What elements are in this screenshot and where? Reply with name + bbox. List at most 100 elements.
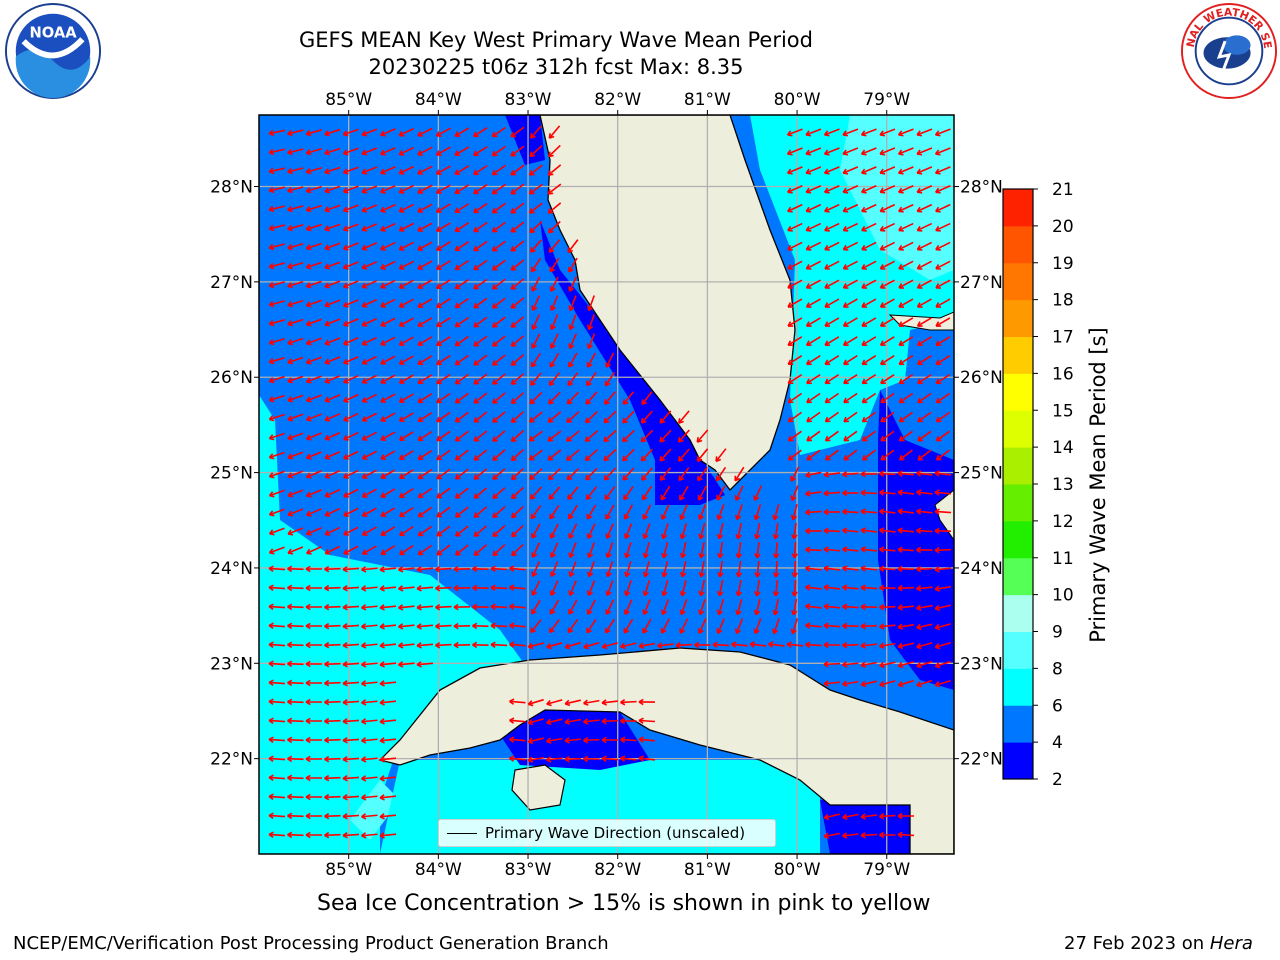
wave-arrow-head <box>416 623 422 630</box>
wave-arrow-head <box>287 358 293 365</box>
wave-arrow <box>287 299 304 307</box>
wave-arrow <box>565 641 581 649</box>
colorbar-segment <box>1003 410 1033 448</box>
wave-arrow-head <box>529 398 536 405</box>
wave-arrow <box>879 203 896 213</box>
wave-arrow-head <box>473 550 480 557</box>
wave-arrow-head <box>678 418 684 424</box>
wave-arrow <box>917 355 932 365</box>
wave-arrow <box>603 467 617 481</box>
wave-arrow <box>361 223 378 231</box>
wave-arrow-head <box>361 225 368 232</box>
wave-arrow-head <box>768 641 774 648</box>
wave-arrow-head <box>454 454 461 461</box>
wave-arrow-head <box>454 169 461 175</box>
wave-arrow-head <box>860 565 866 572</box>
wave-arrow-head <box>324 396 331 403</box>
wave-arrow <box>399 241 414 251</box>
wave-arrow <box>825 449 839 461</box>
wave-arrow-head <box>473 207 479 214</box>
wave-arrow-head <box>531 343 538 349</box>
wave-arrow-head <box>268 793 274 800</box>
wave-arrow-head <box>305 755 311 763</box>
wave-arrow <box>624 504 633 520</box>
wave-arrow-head <box>805 149 812 156</box>
wave-arrow-head <box>510 379 517 386</box>
wave-arrow-head <box>342 149 349 156</box>
wave-arrow <box>531 523 541 539</box>
wave-arrow-head <box>787 435 794 442</box>
wave-arrow <box>473 335 488 347</box>
wave-arrow-head <box>898 435 905 442</box>
wave-arrow-head <box>642 590 649 597</box>
wave-arrow-head <box>861 454 868 461</box>
wave-arrow <box>897 548 915 552</box>
wave-arrow <box>659 429 672 443</box>
wave-arrow <box>343 356 359 364</box>
wave-arrow <box>585 449 598 461</box>
wave-arrow <box>787 336 803 346</box>
wave-arrow <box>324 185 341 193</box>
wave-arrow-head <box>548 493 555 500</box>
wave-arrow-head <box>787 283 793 289</box>
wave-arrow-head <box>305 339 312 346</box>
wave-arrow <box>343 337 359 345</box>
wave-arrow-head <box>638 717 644 724</box>
wave-arrow <box>824 241 840 251</box>
wave-arrow-head <box>530 266 537 273</box>
wave-arrow-head <box>510 265 517 271</box>
wave-arrow <box>861 411 877 423</box>
wave-arrow <box>417 374 433 384</box>
wave-arrow-head <box>604 494 611 501</box>
wave-arrow <box>361 185 378 193</box>
wave-arrow-head <box>305 812 311 820</box>
wave-arrow <box>825 430 839 442</box>
wave-arrow-head <box>935 225 941 232</box>
wave-arrow-head <box>473 340 480 347</box>
wave-arrow-head <box>916 244 923 251</box>
wave-arrow <box>805 491 822 495</box>
wave-arrow-head <box>342 794 348 801</box>
wave-arrow <box>306 129 322 135</box>
wave-arrow-head <box>380 511 387 517</box>
wave-arrow-head <box>531 532 537 539</box>
wave-arrow <box>806 411 821 423</box>
wave-arrow-head <box>823 641 829 649</box>
wave-arrow-head <box>620 642 626 650</box>
wave-arrow-head <box>380 359 386 365</box>
wave-arrow-head <box>583 718 589 725</box>
wave-arrow-head <box>324 565 330 573</box>
wave-arrow <box>806 298 821 308</box>
wave-arrow <box>644 542 650 558</box>
wave-arrow <box>700 542 705 558</box>
wave-arrow-head <box>548 133 555 139</box>
wave-arrow-head <box>698 571 705 578</box>
wave-arrow-head <box>435 188 442 194</box>
wave-arrow <box>490 643 508 647</box>
wave-arrow <box>935 373 951 385</box>
wave-arrow-head <box>842 264 849 270</box>
wave-arrow-head <box>509 755 515 762</box>
wave-arrow <box>640 448 654 462</box>
wave-arrow <box>860 548 878 552</box>
wave-arrow-head <box>361 623 367 630</box>
wave-arrow <box>510 183 525 195</box>
wave-arrow-head <box>935 435 942 442</box>
wave-arrow-head <box>717 552 724 559</box>
wave-arrow <box>568 523 578 539</box>
svg-text:NOAA: NOAA <box>29 24 77 41</box>
wave-arrow-head <box>824 244 830 251</box>
wave-arrow <box>417 430 433 442</box>
wave-arrow <box>379 681 397 685</box>
wave-arrow-head <box>566 436 572 442</box>
wave-arrow <box>531 295 541 311</box>
wave-arrow <box>343 412 359 422</box>
wave-arrow-head <box>342 623 348 630</box>
wave-arrow <box>287 527 304 535</box>
wave-arrow <box>361 393 378 403</box>
wave-arrow-head <box>342 282 349 289</box>
wave-arrow <box>880 430 895 442</box>
wave-arrow <box>601 700 619 704</box>
wave-arrow-head <box>473 150 479 157</box>
wave-arrow-head <box>786 168 793 175</box>
